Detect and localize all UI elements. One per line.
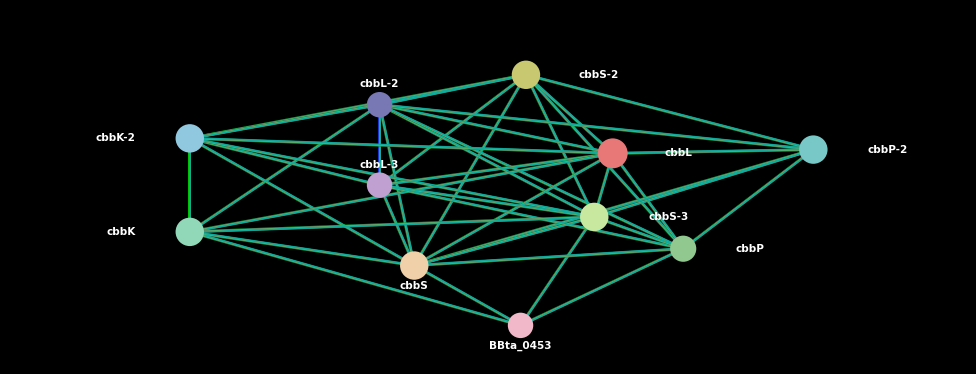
- Ellipse shape: [511, 61, 540, 89]
- Text: cbbL-3: cbbL-3: [360, 160, 399, 169]
- Text: cbbL: cbbL: [665, 148, 693, 158]
- Ellipse shape: [799, 135, 828, 164]
- Text: cbbK-2: cbbK-2: [96, 134, 136, 143]
- Ellipse shape: [597, 138, 628, 168]
- Text: cbbP-2: cbbP-2: [868, 145, 908, 154]
- Text: BBta_0453: BBta_0453: [489, 341, 551, 351]
- Text: cbbS-3: cbbS-3: [648, 212, 689, 222]
- Text: cbbL-2: cbbL-2: [360, 79, 399, 89]
- Text: cbbS-2: cbbS-2: [578, 70, 618, 80]
- Ellipse shape: [176, 218, 204, 246]
- Ellipse shape: [400, 251, 428, 280]
- Text: cbbS: cbbS: [400, 281, 428, 291]
- Ellipse shape: [176, 124, 204, 153]
- Ellipse shape: [367, 172, 392, 198]
- Ellipse shape: [508, 313, 533, 338]
- Text: cbbP: cbbP: [735, 244, 764, 254]
- Ellipse shape: [671, 236, 696, 262]
- Ellipse shape: [367, 92, 392, 117]
- Ellipse shape: [580, 203, 608, 231]
- Text: cbbK: cbbK: [106, 227, 136, 237]
